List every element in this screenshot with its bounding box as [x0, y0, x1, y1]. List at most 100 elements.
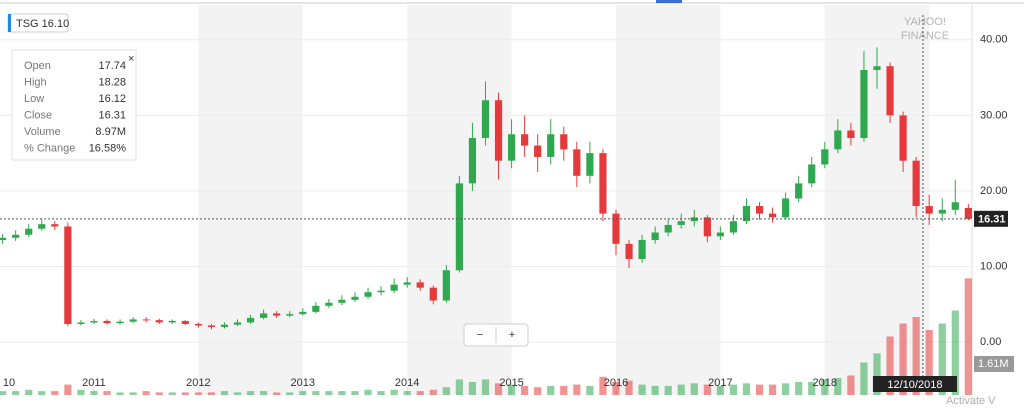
candle-body [38, 224, 46, 229]
os-watermark: Activate V [946, 395, 996, 407]
crosshair-label: 12/10/2018 [887, 379, 942, 391]
candle-body [390, 284, 398, 291]
volume-bar [925, 330, 933, 395]
candle-body [860, 70, 868, 139]
candle-body [729, 221, 738, 233]
candle-body [299, 311, 307, 315]
bands [198, 5, 930, 395]
volume-bar [155, 392, 163, 395]
candle-body [442, 270, 450, 301]
candle-body [468, 138, 477, 184]
volume-bar [299, 391, 307, 395]
tooltip-close[interactable]: × [128, 53, 134, 65]
candle-body [273, 313, 281, 316]
tooltip-value: 16.31 [98, 109, 126, 121]
volume-bar [325, 391, 333, 395]
volume-bar [834, 378, 842, 395]
candle-body [142, 319, 150, 321]
candle-body [77, 322, 85, 324]
volume-bar [442, 387, 450, 395]
candle-body [547, 134, 555, 157]
volume-bar [521, 385, 529, 395]
volume-bar [808, 382, 816, 395]
candle-body [403, 282, 411, 285]
candle-body [103, 320, 111, 324]
candle-body [286, 314, 294, 316]
symbol-label: TSG 16.10 [16, 18, 69, 30]
candle-body [768, 213, 777, 218]
tooltip-value: 18.28 [98, 76, 126, 88]
candle-body [364, 292, 372, 297]
volume-bar [312, 391, 320, 395]
volume-bar [612, 382, 620, 395]
tooltip [11, 49, 137, 161]
volume-bar [364, 389, 372, 395]
volume-bar [429, 389, 437, 395]
x-tick-label: 2018 [813, 377, 837, 389]
candle-body [677, 221, 685, 225]
tooltip-label: Low [24, 93, 44, 105]
candle-body [129, 319, 137, 322]
volume-bar [886, 336, 894, 395]
candle-body [886, 66, 894, 116]
x-tick-label: 10 [3, 377, 15, 389]
volume-bar [220, 391, 229, 395]
volume-bar [729, 384, 738, 395]
volume-bar [273, 392, 281, 395]
last-price-box [974, 210, 1008, 227]
overlay: 10 2011 2012 2013 2014 2015 2016 2017 2018 0.00 10… [0, 13, 1014, 407]
tooltip-value: 8.97M [95, 126, 126, 138]
candle-body [938, 209, 946, 214]
volume-bar [194, 392, 202, 395]
x-tick-label: 2015 [499, 377, 523, 389]
band [198, 5, 303, 395]
volume-bar [233, 392, 242, 395]
volume-bar [390, 389, 398, 395]
volume-bar [77, 389, 85, 395]
volume-bar [690, 383, 698, 395]
tooltip-label: Close [24, 109, 52, 121]
candle-body [521, 134, 529, 146]
volume-bar [860, 362, 868, 395]
candle-body [507, 134, 516, 161]
candle-body [51, 224, 59, 227]
candle-body [429, 287, 437, 301]
candle-body [664, 224, 672, 233]
candle-body [560, 134, 568, 150]
volume [0, 278, 972, 395]
volume-bar [103, 391, 111, 395]
x-tick-label: 2011 [82, 377, 106, 389]
candle-body [260, 313, 268, 318]
volume-bar [755, 384, 764, 395]
volume-bar [964, 278, 972, 395]
volume-bar [899, 323, 907, 395]
zoom-button[interactable]: + [509, 329, 515, 341]
candle-body [951, 202, 959, 210]
tooltip-value: 16.58% [89, 142, 127, 154]
band [615, 5, 721, 395]
volume-bar [38, 391, 46, 395]
candle-body [325, 302, 333, 306]
volume-bar [338, 391, 346, 395]
y-tick-label: 10.00 [980, 260, 1008, 272]
candle-body [821, 149, 829, 165]
candle-body [338, 299, 346, 303]
zoom-button[interactable]: − [477, 329, 483, 341]
volume-bar [938, 323, 946, 395]
tooltip-label: % Change [24, 142, 75, 154]
volume-bar [534, 387, 542, 395]
volume-bar [795, 382, 803, 395]
volume-bar [377, 391, 385, 395]
candle-body [0, 237, 7, 241]
volume-bar [703, 384, 711, 395]
candles [0, 47, 972, 330]
volume-bar [116, 392, 124, 395]
x-tick-label: 2013 [291, 377, 315, 389]
volume-bar [286, 392, 294, 395]
candle-body [638, 240, 646, 259]
candle-body [494, 100, 503, 161]
volume-label: 1.61M [978, 358, 1009, 370]
volume-bar [51, 391, 59, 395]
volume-bar [351, 391, 359, 395]
volume-bar [0, 391, 7, 395]
